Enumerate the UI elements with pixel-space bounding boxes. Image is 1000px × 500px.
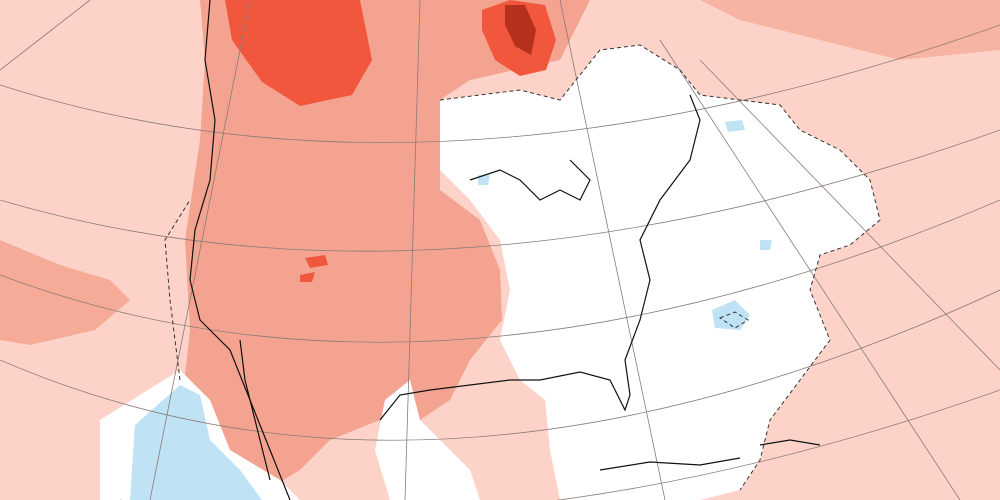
neutral-region (440, 45, 880, 500)
contour (439, 44, 881, 491)
extreme-anomaly (505, 5, 536, 55)
strong-anomaly (300, 255, 328, 282)
longitude-line (0, 0, 91, 71)
coastline (189, 0, 291, 500)
longitude-line (659, 39, 961, 500)
contour (718, 311, 749, 329)
coastline (379, 94, 701, 421)
longitude-line (149, 0, 251, 500)
anomaly-region (700, 0, 1000, 60)
coastline (759, 439, 821, 446)
anomaly-region (0, 240, 130, 345)
anomaly-region (160, 0, 590, 500)
strong-anomaly (225, 0, 372, 106)
cool-region (712, 300, 750, 330)
longitude-line (699, 59, 1000, 371)
coastline (599, 457, 741, 471)
longitude-line (404, 0, 421, 500)
coastline (239, 339, 271, 481)
latitude-line (0, 24, 1000, 143)
latitude-line (0, 289, 1000, 441)
longitude-line (559, 0, 666, 500)
contour (164, 199, 191, 381)
latitude-line (0, 199, 1000, 343)
great-lakes (469, 159, 591, 201)
latitude-line (0, 129, 1000, 252)
latitude-line (120, 389, 1000, 500)
